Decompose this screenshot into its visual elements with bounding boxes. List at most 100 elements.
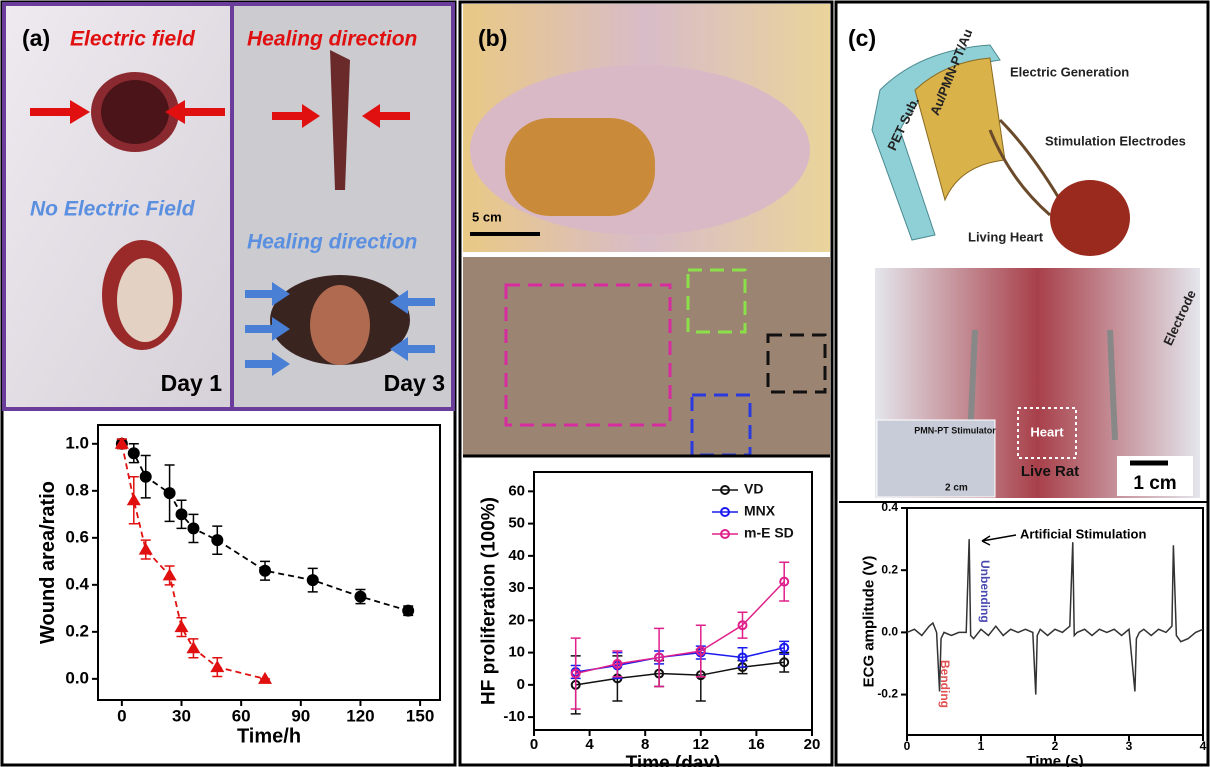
marker	[175, 508, 188, 521]
y-tick-label: 0.8	[65, 480, 89, 499]
panel-frame	[834, 0, 1210, 767]
series-line	[575, 647, 785, 673]
marker	[654, 652, 665, 663]
marker	[186, 641, 201, 654]
y-axis-label: HF proliferation (100%)	[479, 497, 500, 705]
wire	[998, 118, 1062, 201]
legend-marker	[720, 485, 730, 495]
y-tick-label: 30	[508, 579, 525, 596]
y-tick-label: 1.0	[65, 433, 89, 452]
diagram-label: Stimulation Electrodes	[1045, 133, 1186, 148]
y-tick-label: 50	[508, 515, 525, 532]
y-tick-label: 40	[508, 547, 525, 564]
marker	[114, 436, 129, 449]
marker	[737, 652, 748, 663]
annotation-arrow	[981, 534, 1017, 546]
series-line	[575, 661, 785, 686]
x-tick-label: 60	[232, 706, 251, 725]
series-line	[575, 581, 785, 675]
marker	[163, 487, 176, 500]
roi-boxes	[504, 268, 827, 457]
photo-label: Electric field	[70, 28, 196, 51]
x-tick-label: 12	[692, 736, 709, 753]
y-tick-label: -10	[503, 708, 525, 725]
y-tick-label: 10	[508, 644, 525, 661]
annotation: Bending	[938, 660, 952, 708]
marker	[258, 671, 273, 684]
y-tick-label: 0.0	[65, 668, 89, 687]
series-line	[120, 443, 266, 680]
marker	[612, 658, 623, 669]
x-tick-label: 16	[748, 736, 765, 753]
y-axis-label: ECG amplitude (V)	[860, 556, 877, 688]
plot-frame	[533, 471, 813, 731]
wound	[101, 80, 169, 144]
panel-frame	[458, 0, 834, 767]
photo	[463, 257, 830, 455]
x-axis-label: Time/h	[237, 725, 301, 747]
y-tick-label: 0.2	[881, 562, 898, 576]
y-tick-label: 0	[517, 676, 525, 693]
x-tick-label: 120	[346, 706, 374, 725]
diagram-label: Living Heart	[968, 229, 1044, 244]
marker	[259, 564, 272, 577]
x-axis-label: Time (day)	[626, 753, 721, 767]
x-tick-label: 30	[172, 706, 191, 725]
photo-frame	[2, 2, 455, 411]
wound	[117, 258, 173, 342]
error-bar	[612, 650, 623, 678]
annotation: Unbending	[978, 560, 992, 623]
marker	[187, 522, 200, 535]
marker	[127, 447, 140, 460]
x-tick-label: 4	[1200, 739, 1207, 753]
marker	[139, 470, 152, 483]
error-bar	[570, 637, 581, 710]
inset-photo	[876, 419, 996, 498]
marker	[570, 668, 581, 679]
y-tick-label: -0.2	[877, 687, 898, 701]
scab	[310, 285, 370, 365]
marker	[779, 657, 790, 668]
x-tick-label: 0	[117, 706, 126, 725]
error-bar	[654, 627, 665, 688]
x-tick-label: 4	[585, 736, 594, 753]
marker	[354, 590, 367, 603]
legend-label: MNX	[744, 503, 776, 519]
plot-frame	[97, 424, 441, 701]
patch	[505, 118, 655, 216]
photo-label: Healing direction	[247, 28, 417, 51]
legend-label: VD	[744, 481, 763, 497]
arrows	[30, 100, 410, 128]
marker	[138, 542, 153, 555]
y-tick-label: 20	[508, 611, 525, 628]
marker	[306, 574, 319, 587]
plot-frame	[906, 507, 1204, 736]
x-tick-label: 3	[1126, 739, 1133, 753]
panel-label: (c)	[848, 25, 876, 51]
legend-marker	[720, 529, 730, 539]
panel-label: (b)	[478, 25, 507, 51]
marker	[174, 620, 189, 633]
marker	[737, 620, 748, 631]
x-tick-label: 8	[641, 736, 649, 753]
marker	[211, 534, 224, 547]
photo-label: 2 cm	[945, 483, 968, 494]
scale-label: 1 cm	[1133, 473, 1176, 494]
y-tick-label: 0.0	[881, 625, 898, 639]
error-bar	[737, 611, 748, 639]
x-tick-label: 90	[291, 706, 310, 725]
legend-marker	[720, 507, 730, 517]
marker	[402, 604, 415, 617]
error-bar	[779, 561, 790, 602]
photo-label: Healing direction	[247, 231, 417, 254]
heart-illustration	[1050, 180, 1130, 256]
photo	[5, 5, 231, 407]
photo-label: No Electric Field	[30, 198, 196, 221]
substrate	[871, 44, 1001, 241]
x-tick-label: 20	[804, 736, 821, 753]
arrows	[245, 282, 435, 376]
y-tick-label: 0.2	[65, 621, 89, 640]
y-tick-label: 0.6	[65, 527, 89, 546]
marker	[779, 642, 790, 653]
x-axis-label: Time (s)	[1026, 753, 1083, 767]
